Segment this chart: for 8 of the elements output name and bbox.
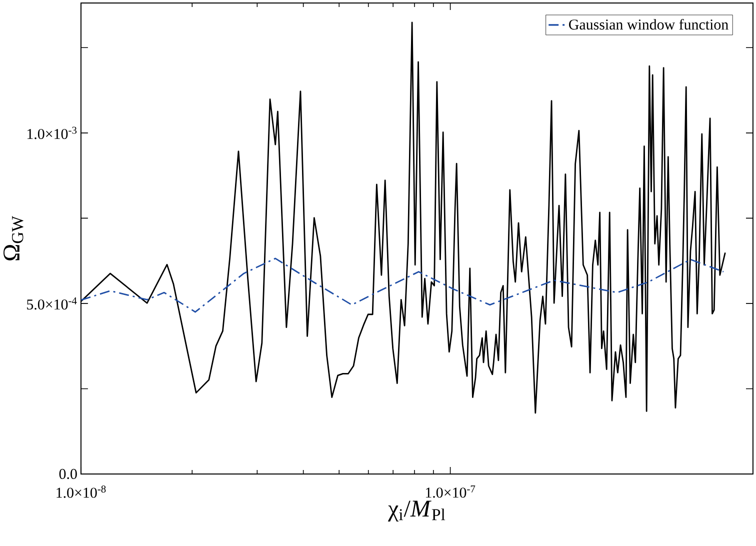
x-tick-label: 1.0×10$^{-7}$ <box>426 485 476 498</box>
x-tick-label: 1.0×10$^{-8}$ <box>56 485 106 498</box>
y-tick-label: 5.0×10$^{-4}$ <box>27 297 77 310</box>
y-tick-label: 1.0×10$^{-3}$ <box>28 126 77 140</box>
legend-label: Gaussian window function <box>569 18 728 30</box>
y-tick-label: 0.0 <box>59 468 77 480</box>
y-axis-title: Ω$_{GW}$ <box>4 216 24 260</box>
x-axis-title: χ$_{i}$/M$_{Pl}$ <box>388 500 446 522</box>
